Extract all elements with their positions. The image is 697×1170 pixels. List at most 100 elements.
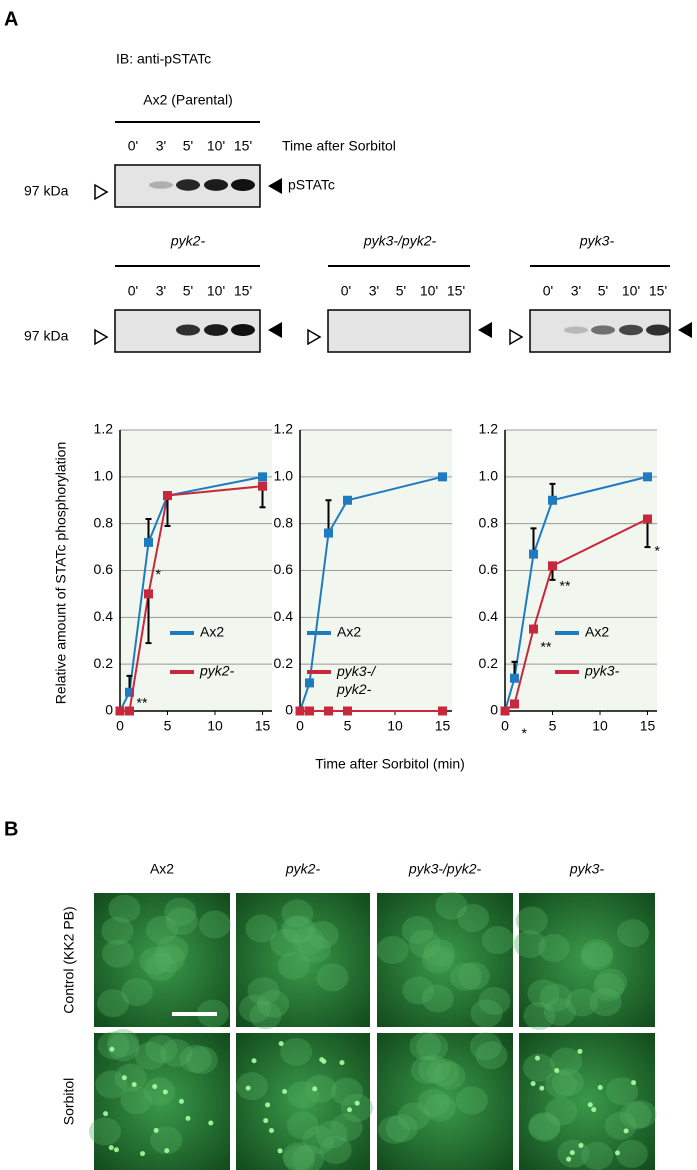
spot bbox=[577, 1048, 583, 1054]
band bbox=[231, 179, 255, 191]
spot bbox=[591, 1107, 597, 1113]
strain-label: pyk2- bbox=[170, 233, 206, 249]
cell bbox=[97, 1031, 130, 1060]
spot bbox=[312, 1086, 318, 1092]
cell bbox=[435, 891, 468, 920]
strain-label: pyk3- bbox=[579, 233, 615, 249]
cell bbox=[160, 1039, 193, 1068]
annotation: * bbox=[156, 566, 162, 582]
spot bbox=[140, 1151, 146, 1157]
cell bbox=[423, 1093, 456, 1122]
cell bbox=[423, 939, 456, 968]
x-tick-label: 5 bbox=[344, 718, 352, 734]
cell bbox=[478, 987, 511, 1016]
lane-label: 3' bbox=[369, 283, 379, 299]
cell bbox=[239, 994, 272, 1023]
y-tick-label: 0.4 bbox=[274, 608, 294, 624]
spot bbox=[103, 1111, 109, 1117]
band-arrow bbox=[678, 322, 692, 338]
cell bbox=[245, 914, 278, 943]
x-tick-label: 5 bbox=[549, 718, 557, 734]
spot bbox=[245, 1085, 251, 1091]
cell bbox=[455, 1086, 488, 1115]
cell bbox=[139, 946, 172, 975]
annotation: ** bbox=[137, 695, 148, 711]
point bbox=[510, 699, 519, 709]
cell bbox=[286, 1111, 319, 1140]
cell bbox=[592, 973, 625, 1002]
cell bbox=[283, 915, 316, 944]
cell bbox=[421, 945, 454, 974]
cell bbox=[95, 1070, 128, 1099]
cell bbox=[185, 1046, 218, 1075]
cell bbox=[164, 897, 197, 926]
y-tick-label: 0 bbox=[105, 702, 113, 718]
lane-label: 0' bbox=[341, 283, 351, 299]
point bbox=[438, 706, 447, 716]
annotation: * bbox=[655, 542, 661, 558]
panel-label: A bbox=[4, 8, 18, 30]
cell bbox=[411, 1056, 444, 1085]
spot bbox=[347, 1107, 353, 1113]
spot bbox=[578, 1143, 584, 1149]
cell bbox=[545, 1097, 578, 1126]
spot bbox=[152, 1084, 158, 1090]
cell bbox=[319, 1136, 352, 1165]
cell bbox=[581, 942, 614, 971]
point bbox=[258, 481, 267, 491]
spot bbox=[178, 1098, 184, 1104]
cell bbox=[551, 1068, 584, 1097]
cell bbox=[589, 988, 622, 1017]
spot bbox=[623, 1128, 629, 1134]
cell bbox=[143, 1077, 176, 1106]
y-tick-label: 0.8 bbox=[274, 514, 294, 530]
column-label: pyk3-/pyk2- bbox=[408, 861, 482, 877]
spot bbox=[121, 1075, 127, 1081]
lane-label: 15' bbox=[447, 283, 465, 299]
cell bbox=[88, 1117, 121, 1146]
cell bbox=[287, 1080, 320, 1109]
column-label: pyk3- bbox=[569, 861, 605, 877]
spot bbox=[162, 1089, 168, 1095]
panel-label: B bbox=[4, 818, 18, 840]
micrograph bbox=[377, 893, 513, 1027]
cell bbox=[120, 1086, 153, 1115]
band bbox=[564, 326, 588, 334]
spot bbox=[268, 1128, 274, 1134]
cell bbox=[280, 1037, 313, 1066]
point bbox=[643, 514, 652, 524]
cell bbox=[624, 1100, 657, 1129]
band bbox=[149, 181, 173, 189]
cell bbox=[150, 1126, 183, 1155]
x-tick-label: 0 bbox=[296, 718, 304, 734]
micrograph bbox=[377, 1033, 513, 1170]
x-tick-label: 10 bbox=[592, 718, 608, 734]
point bbox=[144, 537, 153, 547]
cell bbox=[402, 976, 435, 1005]
point bbox=[500, 706, 510, 716]
cell bbox=[408, 929, 441, 958]
cell bbox=[606, 1077, 639, 1106]
cell bbox=[376, 935, 409, 964]
point bbox=[324, 528, 333, 538]
spot bbox=[539, 1085, 545, 1091]
cell bbox=[144, 952, 177, 981]
cell bbox=[545, 1070, 578, 1099]
cell bbox=[457, 961, 490, 990]
cell bbox=[378, 1115, 411, 1144]
cell bbox=[145, 915, 178, 944]
row-label: Control (KK2 PB) bbox=[61, 906, 77, 1013]
strain-label: pyk3-/pyk2- bbox=[363, 233, 437, 249]
cell bbox=[470, 999, 503, 1028]
cell bbox=[401, 915, 434, 944]
spot bbox=[131, 1081, 137, 1087]
lane-label: 10' bbox=[207, 138, 225, 154]
spot bbox=[321, 1058, 327, 1064]
cell bbox=[292, 1144, 325, 1170]
cell bbox=[616, 919, 649, 948]
lane-label: 15' bbox=[234, 138, 252, 154]
cell bbox=[543, 998, 576, 1027]
cell bbox=[107, 1033, 140, 1062]
point bbox=[548, 495, 557, 505]
